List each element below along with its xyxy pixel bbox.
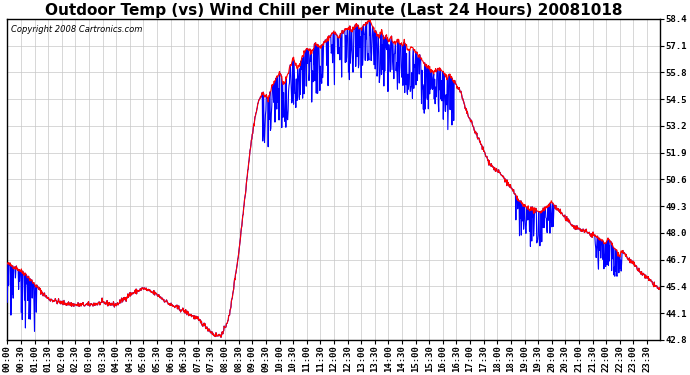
Text: Copyright 2008 Cartronics.com: Copyright 2008 Cartronics.com [10,26,142,34]
Title: Outdoor Temp (vs) Wind Chill per Minute (Last 24 Hours) 20081018: Outdoor Temp (vs) Wind Chill per Minute … [45,3,622,18]
